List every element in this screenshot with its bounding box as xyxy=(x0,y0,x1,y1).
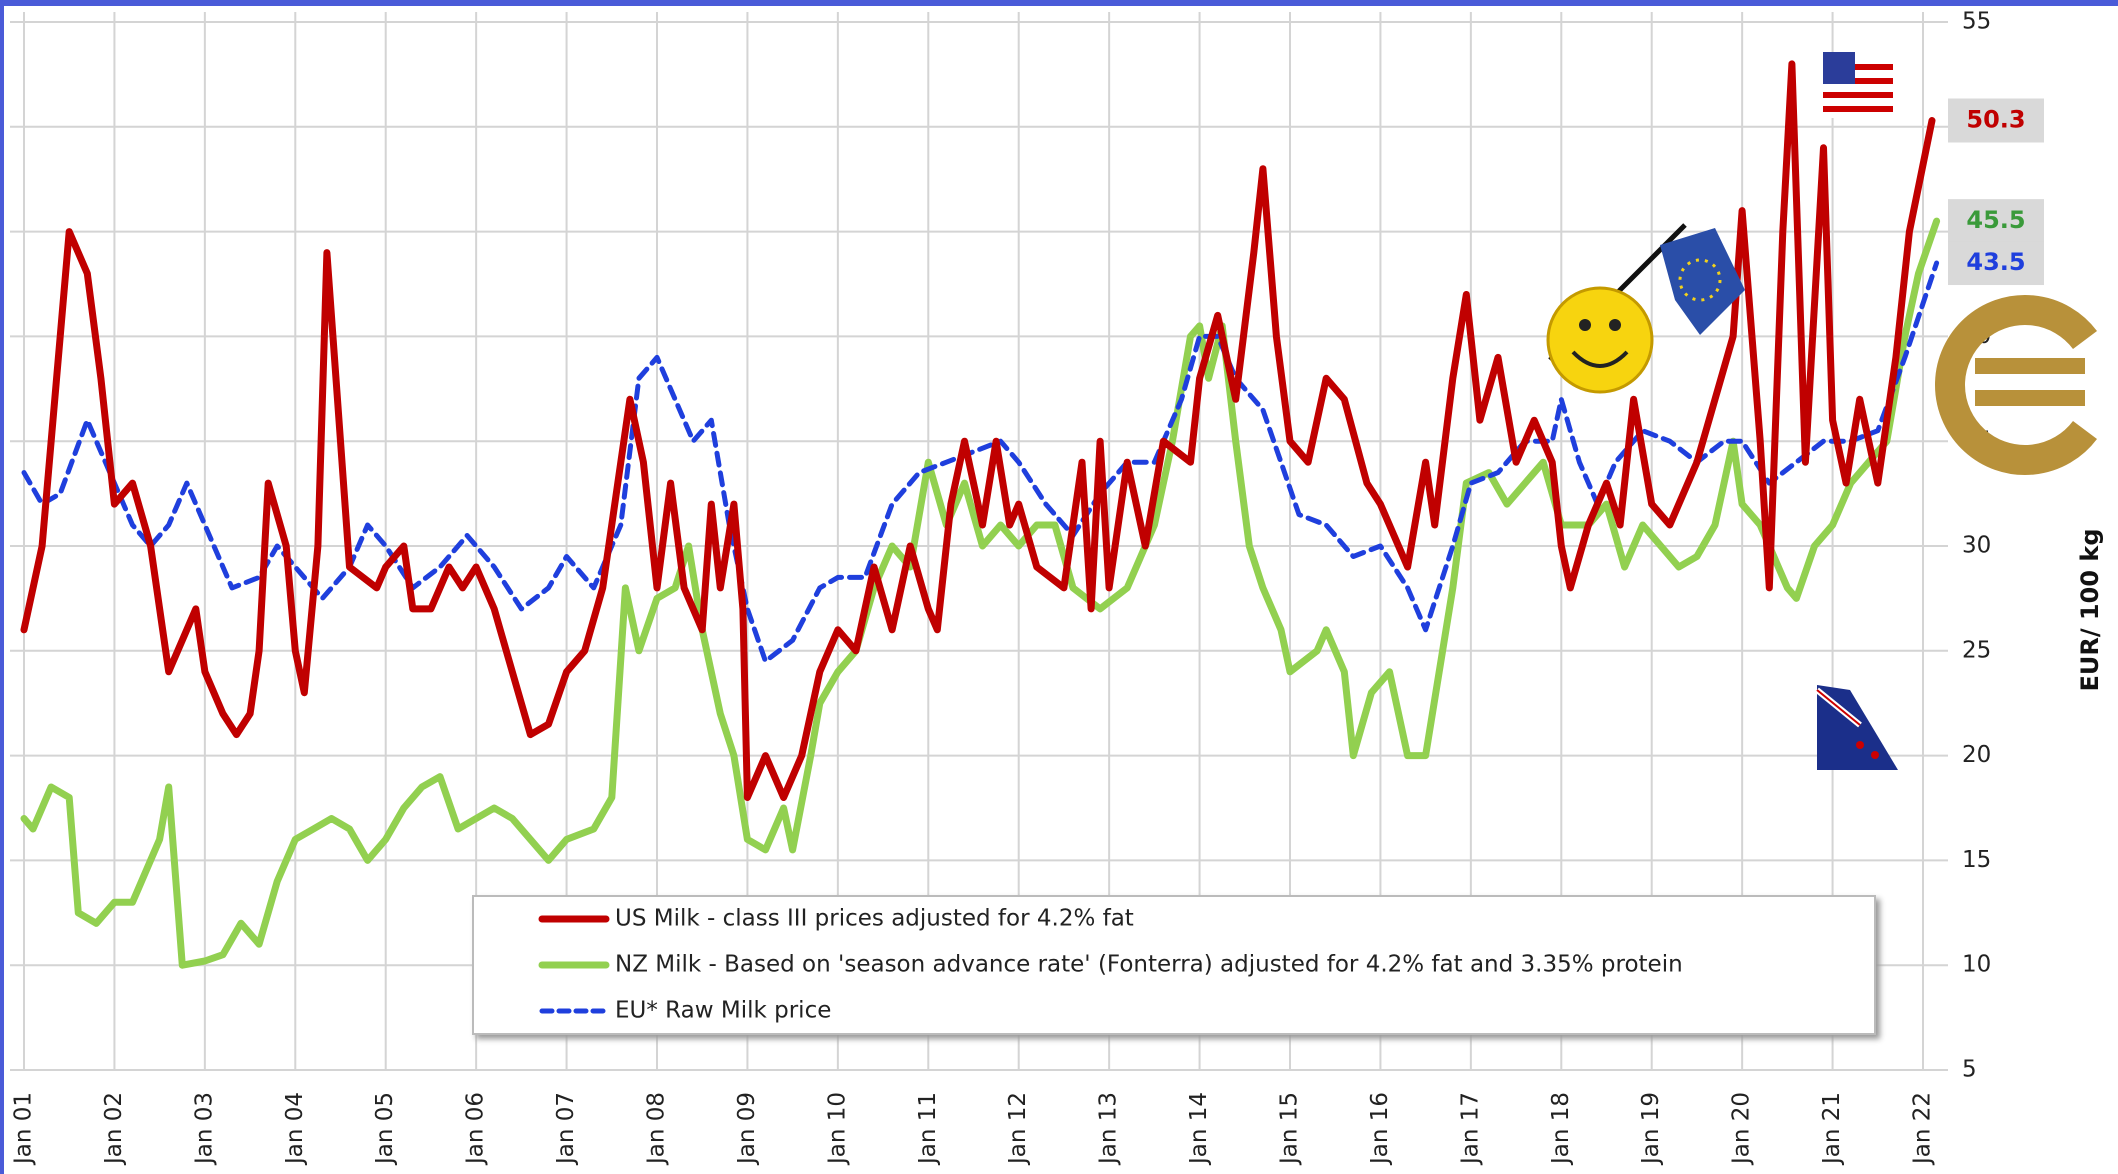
legend: US Milk - class III prices adjusted for … xyxy=(538,906,1683,1024)
x-tick-label: Jan 21 xyxy=(1819,1092,1845,1166)
value-box xyxy=(1948,241,2044,286)
y-tick-label: 15 xyxy=(1962,847,1991,873)
y-tick-label: 10 xyxy=(1962,952,1991,978)
y-tick-label: 5 xyxy=(1962,1057,1977,1083)
x-tick-label: Jan 13 xyxy=(1096,1092,1122,1166)
value-label: 45.5 xyxy=(1966,206,2025,234)
x-tick-label: Jan 14 xyxy=(1186,1092,1212,1166)
left-bar xyxy=(0,0,4,1174)
x-tick-label: Jan 22 xyxy=(1910,1092,1936,1166)
legend-label: EU* Raw Milk price xyxy=(615,998,831,1024)
x-tick-label: Jan 04 xyxy=(282,1092,308,1166)
x-tick-label: Jan 17 xyxy=(1457,1092,1483,1166)
decorations xyxy=(1546,52,2097,770)
value-label: 43.5 xyxy=(1966,248,2025,276)
legend-label: US Milk - class III prices adjusted for … xyxy=(615,906,1134,932)
y-tick-label: 55 xyxy=(1962,9,1991,35)
legend-box xyxy=(472,895,1876,1035)
x-tick-label: Jan 10 xyxy=(824,1092,850,1166)
x-tick-label: Jan 19 xyxy=(1638,1092,1664,1166)
x-tick-label: Jan 02 xyxy=(101,1092,127,1166)
x-tick-label: Jan 06 xyxy=(463,1092,489,1166)
euro-symbol xyxy=(1935,295,2097,475)
y-tick-label: 20 xyxy=(1962,742,1991,768)
y-tick-label: 30 xyxy=(1962,533,1991,559)
x-tick-label: Jan 12 xyxy=(1005,1092,1031,1166)
x-tick-label: Jan 15 xyxy=(1277,1092,1303,1166)
smiley xyxy=(1546,286,1654,394)
nz-flag xyxy=(1815,685,1898,770)
annotations: 50.3 45.5 43.5 xyxy=(1948,98,2044,286)
value-box xyxy=(1948,98,2044,143)
y-tick-label: 25 xyxy=(1962,637,1991,663)
value-label: 50.3 xyxy=(1966,106,2025,134)
us-flag xyxy=(1823,52,1893,118)
x-tick-label: Jan 08 xyxy=(644,1092,670,1166)
x-tick-label: Jan 18 xyxy=(1548,1092,1574,1166)
series-line xyxy=(20,217,1941,969)
legend-label: NZ Milk - Based on 'season advance rate'… xyxy=(615,952,1683,978)
x-tick-label: Jan 01 xyxy=(11,1092,37,1166)
lines xyxy=(20,60,1941,969)
x-tick-label: Jan 05 xyxy=(372,1092,398,1166)
x-tick-label: Jan 07 xyxy=(553,1092,579,1166)
x-tick-label: Jan 03 xyxy=(191,1092,217,1166)
x-tick-label: Jan 11 xyxy=(915,1092,941,1166)
top-bar xyxy=(0,0,2118,6)
series-line xyxy=(20,60,1936,801)
y-axis-label: EUR/ 100 kg xyxy=(2076,528,2104,691)
value-box xyxy=(1948,199,2044,244)
x-tick-label: Jan 16 xyxy=(1367,1092,1393,1166)
x-tick-label: Jan 20 xyxy=(1729,1092,1755,1166)
x-tick-label: Jan 09 xyxy=(734,1092,760,1166)
